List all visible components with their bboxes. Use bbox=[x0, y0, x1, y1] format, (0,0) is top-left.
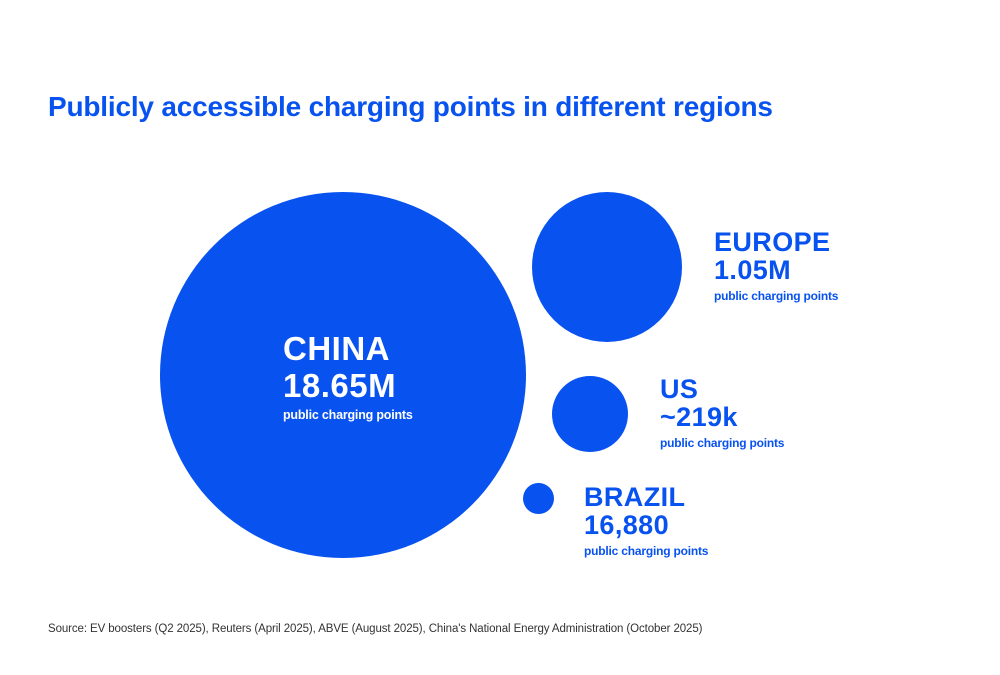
bubble-brazil bbox=[523, 483, 554, 514]
label-europe: EUROPE 1.05M public charging points bbox=[714, 228, 838, 303]
region-value-brazil: 16,880 bbox=[584, 510, 669, 540]
source-note: Source: EV boosters (Q2 2025), Reuters (… bbox=[48, 623, 703, 635]
region-sublabel-brazil: public charging points bbox=[584, 544, 709, 558]
region-name-china: CHINA bbox=[283, 330, 390, 367]
label-china: CHINA 18.65M public charging points bbox=[283, 330, 413, 422]
label-us: US ~219k public charging points bbox=[660, 375, 784, 450]
region-name-us: US bbox=[660, 374, 699, 404]
label-brazil: BRAZIL 16,880 public charging points bbox=[584, 483, 708, 558]
region-name-brazil: BRAZIL bbox=[584, 482, 686, 512]
region-sublabel-us: public charging points bbox=[660, 436, 785, 450]
bubble-china bbox=[160, 192, 526, 558]
region-sublabel-china: public charging points bbox=[283, 408, 413, 422]
chart-title: Publicly accessible charging points in d… bbox=[48, 91, 773, 122]
region-name-europe: EUROPE bbox=[714, 227, 831, 257]
bubble-us bbox=[552, 376, 628, 452]
region-value-china: 18.65M bbox=[283, 367, 397, 404]
region-value-us: ~219k bbox=[660, 402, 738, 432]
region-sublabel-europe: public charging points bbox=[714, 289, 839, 303]
bubble-europe bbox=[532, 192, 682, 342]
region-value-europe: 1.05M bbox=[714, 255, 792, 285]
